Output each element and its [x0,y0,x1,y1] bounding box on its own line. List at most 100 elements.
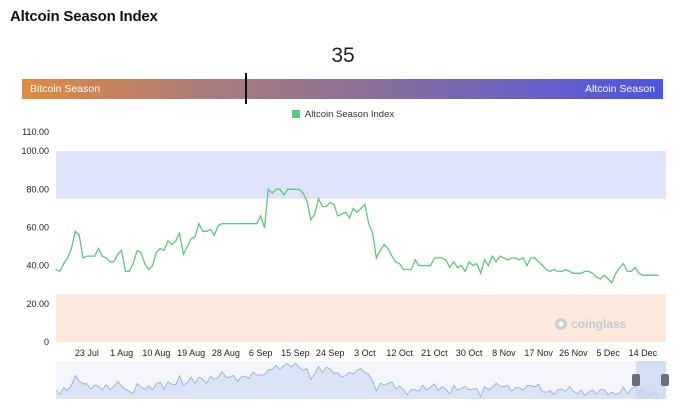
data-point [279,188,281,190]
data-point [151,265,154,267]
data-point [572,272,574,274]
navigator-handle-right[interactable] [661,374,669,386]
data-point [132,263,134,265]
data-point [491,255,493,257]
data-point [541,265,544,267]
data-point [553,268,555,271]
data-point [383,244,385,246]
data-point [275,188,277,190]
data-point [159,247,161,250]
data-point [472,265,474,267]
y-tick-label: 80.00 [26,184,49,194]
data-point [592,272,594,274]
data-point [294,188,296,190]
y-tick-label: 60.00 [26,222,49,232]
data-point [514,257,517,259]
data-point [283,194,285,196]
navigator-line [55,362,659,398]
data-point [476,263,478,265]
watermark-text: coinglass [571,317,627,331]
data-point [55,268,57,271]
data-point [634,266,636,269]
data-point [445,259,447,261]
data-point [101,255,103,257]
data-point [487,265,489,267]
data-point [78,234,80,236]
data-point [105,257,107,259]
data-point [86,255,88,257]
data-point [538,261,540,263]
series-points [55,188,659,284]
data-point [225,223,227,225]
data-point [348,217,350,219]
data-point [337,215,339,217]
data-point [229,223,231,225]
data-point [603,274,605,276]
y-tick-label: 100.00 [21,146,49,156]
series-line-altcoin-season-index [55,187,659,284]
data-point [271,192,273,194]
data-point [148,268,150,271]
data-point [449,266,451,269]
data-point [244,223,246,225]
data-point [580,272,582,274]
data-point [518,259,520,261]
data-point [638,272,640,274]
x-tick-label: 30 Oct [456,348,483,358]
data-point [650,274,652,276]
data-point [360,207,362,209]
altcoin-season-label: Altcoin Season [584,83,655,95]
x-tick-label: 10 Aug [142,348,170,358]
data-point [372,232,374,234]
data-point [167,240,169,242]
x-tick-label: 12 Oct [386,348,413,358]
data-point [422,265,424,267]
data-point [209,228,211,230]
navigator-handle-left[interactable] [632,374,640,386]
data-point [561,270,563,272]
data-point [263,226,266,229]
data-point [599,278,602,280]
data-point [364,203,366,206]
data-point [90,255,92,257]
data-point [642,274,644,276]
data-point [202,230,204,232]
x-tick-label: 15 Sep [281,348,310,358]
data-point [252,223,254,225]
x-tick-label: 24 Sep [316,348,345,358]
data-point [63,263,65,265]
data-point [128,270,130,272]
data-point [387,247,389,250]
data-point [615,272,617,274]
data-point [557,270,559,272]
data-point [290,188,293,190]
data-point [507,259,509,261]
data-point [530,257,532,259]
data-point [534,257,536,259]
data-point [329,202,331,204]
data-point [109,261,111,263]
data-point [565,268,567,271]
data-point [399,263,401,265]
bitcoin-season-label: Bitcoin Season [30,83,101,95]
data-point [233,223,235,225]
data-point [121,249,123,251]
data-point [453,261,455,263]
data-point [526,265,528,267]
data-point [70,247,72,250]
x-tick-label: 14 Dec [629,348,658,358]
data-point [59,270,61,272]
x-tick-label: 26 Nov [559,348,588,358]
data-point [511,257,513,259]
coinglass-watermark: coinglass [555,317,627,331]
data-point [588,270,590,272]
data-point [429,265,432,267]
data-point [414,259,416,261]
page-title: Altcoin Season Index [10,8,158,25]
data-point [178,232,181,234]
range-navigator[interactable] [55,361,669,399]
chart-legend[interactable]: Altcoin Season Index [0,109,680,120]
data-point [626,270,629,272]
data-point [368,223,370,225]
